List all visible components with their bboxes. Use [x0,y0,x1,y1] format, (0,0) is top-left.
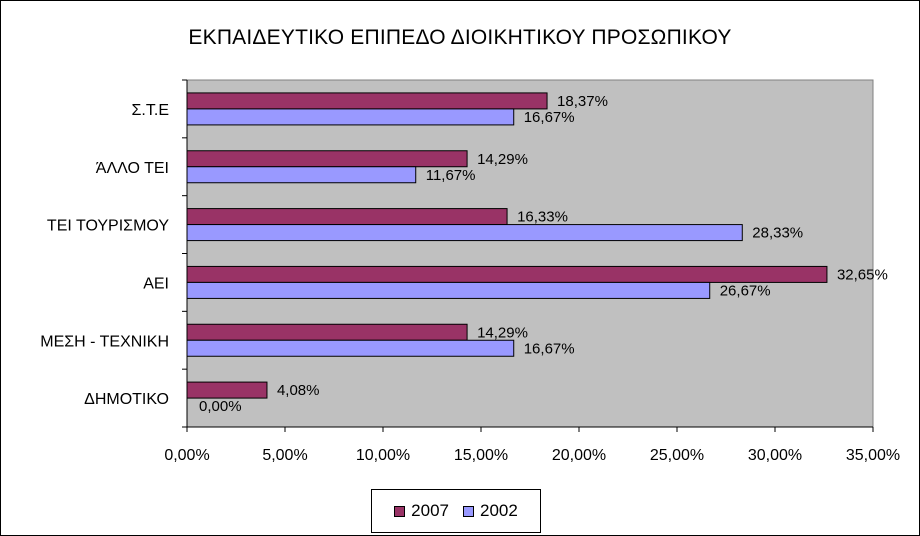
x-tick-label: 35,00% [846,447,900,464]
legend-label-2007: 2007 [411,501,449,520]
legend-item-2002: 2002 [463,501,518,521]
x-tick-label: 25,00% [650,447,704,464]
bar-2007 [186,208,508,226]
bar-2007 [186,150,468,168]
bar-2002 [186,166,417,184]
bar-2002 [186,224,743,242]
bar-2007 [186,265,828,283]
data-label-2002: 28,33% [752,225,803,242]
legend-label-2002: 2002 [480,501,518,520]
data-label-2007: 14,29% [477,324,528,341]
chart-legend: 2007 2002 [371,489,541,533]
bar-2002 [186,339,515,357]
bar-2002 [186,281,711,299]
x-tick-label: 10,00% [356,447,410,464]
category-label: ΆΛΛΟ ΤΕΙ [96,160,169,177]
x-tick-label: 0,00% [164,447,209,464]
data-label-2007: 16,33% [517,209,568,226]
category-label: ΜΕΣΗ - ΤΕΧΝΙΚΗ [40,333,169,350]
data-label-2002: 16,67% [524,340,575,357]
legend-item-2007: 2007 [394,501,449,521]
x-tick-label: 5,00% [262,447,307,464]
category-label: ΤΕΙ ΤΟΥΡΙΣΜΟΥ [47,218,169,235]
bar-2007 [186,92,548,110]
plot-area [186,79,874,428]
category-label: Σ.Τ.Ε [132,102,169,119]
category-label: ΑΕΙ [143,275,169,292]
x-tick-label: 20,00% [552,447,606,464]
data-label-2007: 14,29% [477,151,528,168]
legend-swatch-2007 [394,505,406,517]
data-label-2002: 16,67% [524,109,575,126]
x-tick-label: 30,00% [748,447,802,464]
data-label-2002: 0,00% [199,398,242,415]
bar-2007 [186,323,468,341]
data-label-2002: 11,67% [426,167,476,184]
chart-title: ΕΚΠΑΙΔΕΥΤΙΚΟ ΕΠΙΠΕΔΟ ΔΙΟΙΚΗΤΙΚΟΥ ΠΡΟΣΩΠΙ… [188,26,732,49]
data-label-2007: 4,08% [277,382,320,399]
bar-2002 [186,108,515,126]
data-label-2007: 32,65% [837,266,888,283]
legend-swatch-2002 [463,505,474,517]
data-label-2007: 18,37% [557,93,608,110]
x-tick-label: 15,00% [454,447,508,464]
bar-2007 [186,381,268,399]
data-label-2002: 26,67% [720,282,771,299]
category-label: ΔΗΜΟΤΙΚΟ [84,391,169,408]
